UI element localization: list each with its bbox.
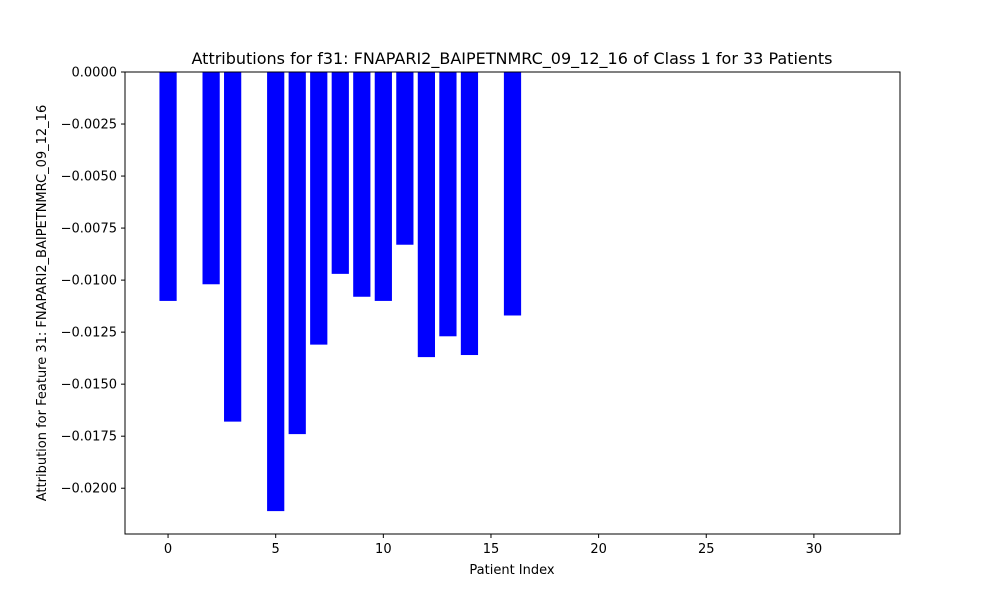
bar-patient-14 [460, 72, 479, 356]
bar-patient-13 [439, 72, 457, 337]
y-tick-label: −0.0150 [61, 378, 117, 393]
y-tick-label: −0.0025 [61, 118, 117, 133]
bar-patient-16 [503, 72, 522, 316]
bar-patient-2 [202, 72, 220, 285]
x-tick-label: 30 [806, 542, 823, 557]
y-axis-ticks: 0.0000 −0.0025 −0.0050 −0.0075 −0.0100 −0.012… [61, 66, 125, 497]
x-tick-label: 5 [272, 542, 280, 557]
bar-patient-8 [331, 72, 349, 274]
y-axis-label: Attribution for Feature 31: FNAPARI2_BAI… [35, 105, 50, 501]
y-tick-label: −0.0200 [61, 482, 117, 497]
y-tick-label: −0.0175 [61, 430, 117, 445]
bar-patient-6 [288, 72, 306, 435]
y-tick-label: −0.0100 [61, 274, 117, 289]
y-tick-label: −0.0050 [61, 170, 117, 185]
x-axis-label: Patient Index [469, 563, 554, 578]
bar-patient-7 [310, 72, 328, 345]
x-axis-ticks: 0 5 10 15 20 25 30 [164, 534, 822, 557]
chart-title: Attributions for f31: FNAPARI2_BAIPETNMR… [192, 49, 833, 69]
bar-patient-5 [267, 72, 285, 512]
x-tick-label: 25 [698, 542, 715, 557]
x-tick-label: 15 [483, 542, 500, 557]
bar-patient-0 [159, 72, 177, 301]
y-tick-label: −0.0075 [61, 222, 117, 237]
bar-patient-3 [224, 72, 242, 422]
bar-patient-12 [417, 72, 435, 358]
y-tick-label: −0.0125 [61, 326, 117, 341]
x-tick-label: 0 [164, 542, 172, 557]
y-tick-label: 0.0000 [72, 66, 118, 81]
plot-frame [124, 71, 901, 535]
bar-patient-9 [353, 72, 371, 297]
bars-group [159, 72, 522, 512]
x-tick-label: 10 [375, 542, 392, 557]
x-tick-label: 20 [590, 542, 607, 557]
bar-patient-11 [396, 72, 414, 245]
bar-patient-10 [374, 72, 392, 301]
